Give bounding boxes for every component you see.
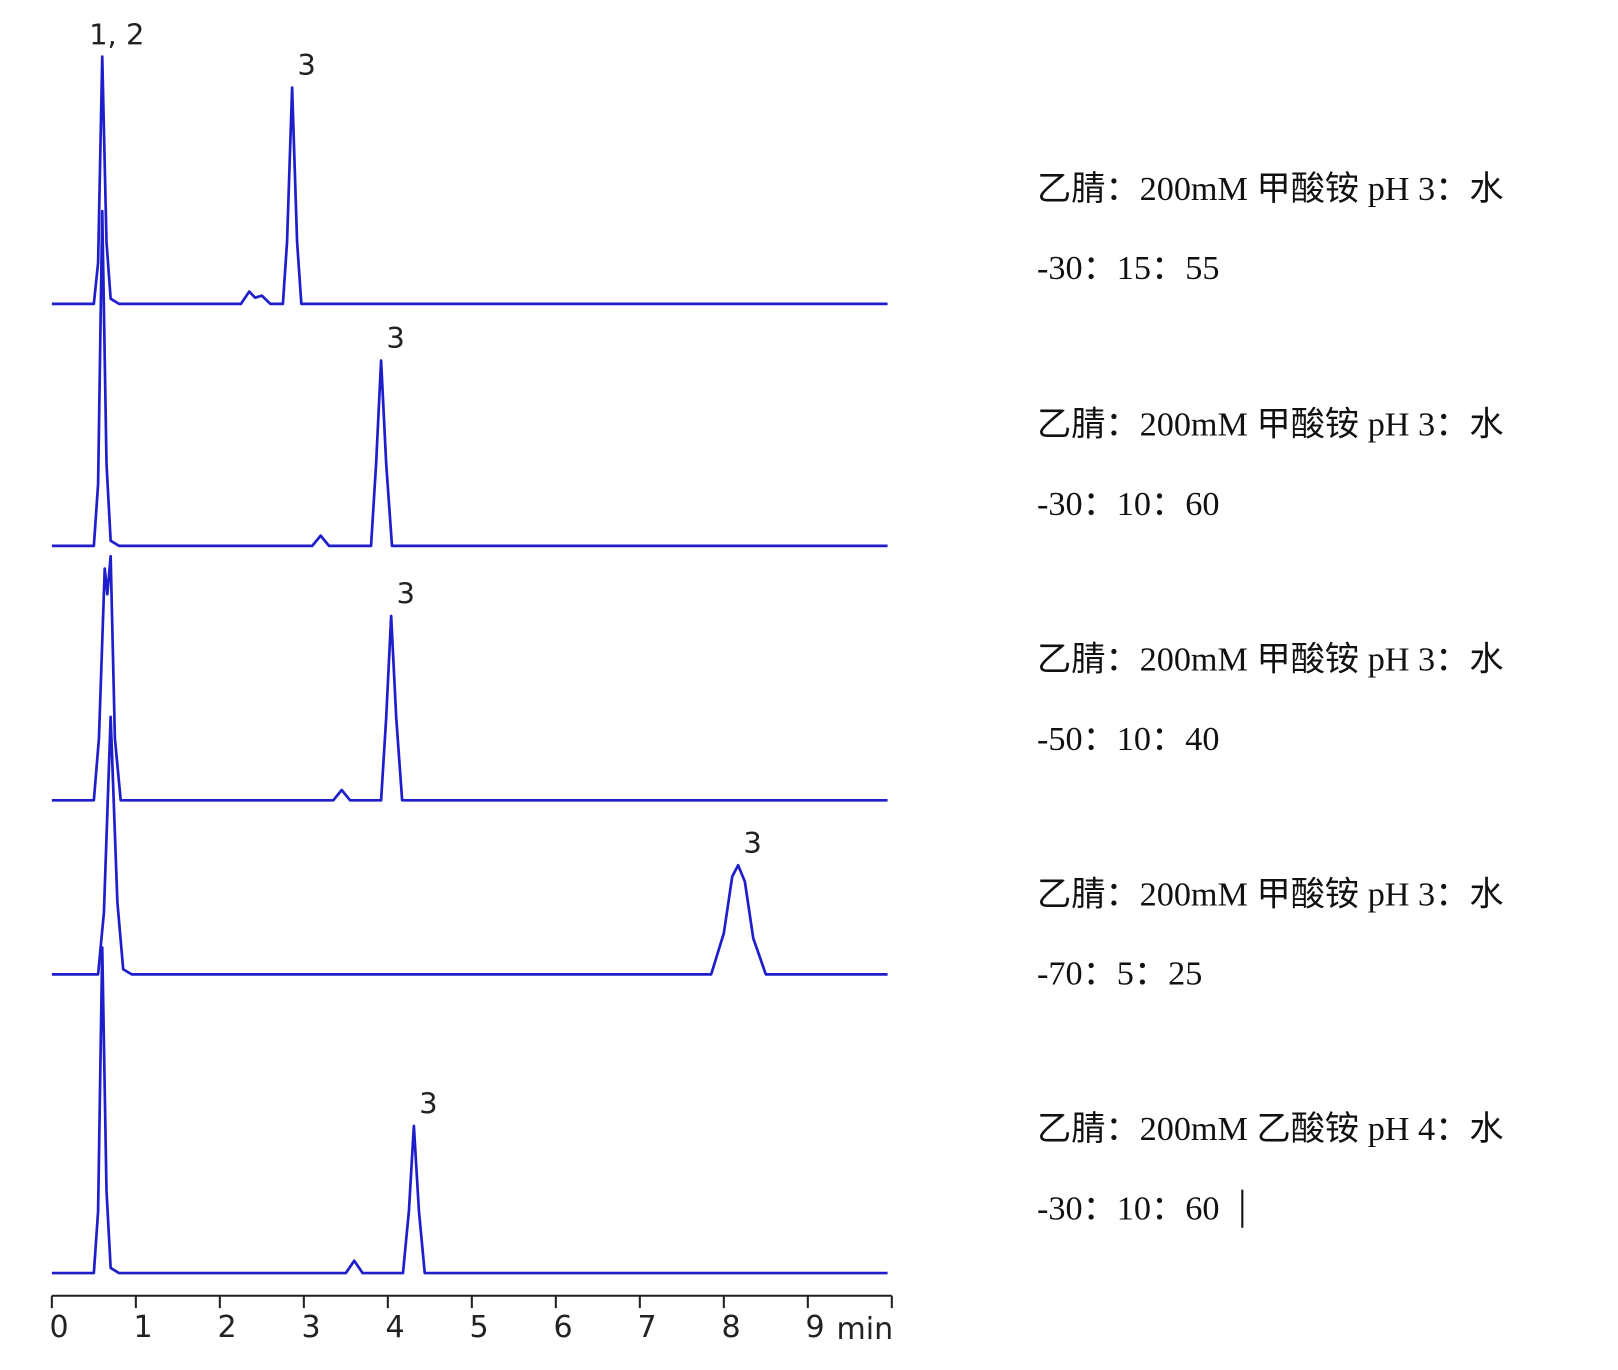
x-tick-label: 9 [806, 1310, 825, 1345]
x-tick-label: 7 [638, 1310, 657, 1345]
condition-text: 乙腈：200mM 甲酸铵 pH 3：水 [1037, 406, 1504, 444]
peak-label: 3 [743, 826, 761, 860]
condition-text: 乙腈：200mM 甲酸铵 pH 3：水 [1037, 875, 1504, 913]
condition-text: 乙腈：200mM 甲酸铵 pH 3：水 [1037, 170, 1504, 208]
trace [51, 554, 888, 802]
x-tick-label: 5 [470, 1310, 489, 1345]
x-tick-label: 3 [302, 1310, 321, 1345]
x-tick-label: 6 [554, 1310, 573, 1345]
condition-text: -30：10：60 [1037, 1191, 1219, 1228]
peak-label: 3 [396, 577, 414, 611]
condition-text: -30：10：60 [1037, 486, 1219, 523]
x-tick-label: 2 [218, 1310, 237, 1345]
condition-text: 乙腈：200mM 乙酸铵 pH 4：水 [1037, 1110, 1504, 1148]
trace [51, 55, 888, 306]
x-axis-label: min [837, 1312, 894, 1347]
trace [51, 209, 888, 548]
trace [51, 946, 888, 1275]
plot: 1, 2 3 乙腈：200mM 甲酸铵 pH 3：水 -30：15：55 3 乙腈：200… [50, 17, 1504, 1347]
peak-label: 1, 2 [89, 17, 144, 51]
condition-text: -30：15：55 [1037, 250, 1219, 287]
peak-label: 3 [386, 321, 404, 355]
x-tick-label: 4 [386, 1310, 405, 1345]
x-tick-label: 8 [722, 1310, 741, 1345]
peak-label: 3 [419, 1087, 437, 1121]
trace [51, 715, 888, 976]
x-tick-label: 0 [50, 1310, 69, 1345]
x-tick-label: 1 [134, 1310, 153, 1345]
condition-text: -70：5：25 [1037, 956, 1202, 993]
peak-label: 3 [297, 48, 315, 82]
condition-text: 乙腈：200mM 甲酸铵 pH 3：水 [1037, 641, 1504, 679]
condition-text: -50：10：40 [1037, 721, 1219, 758]
